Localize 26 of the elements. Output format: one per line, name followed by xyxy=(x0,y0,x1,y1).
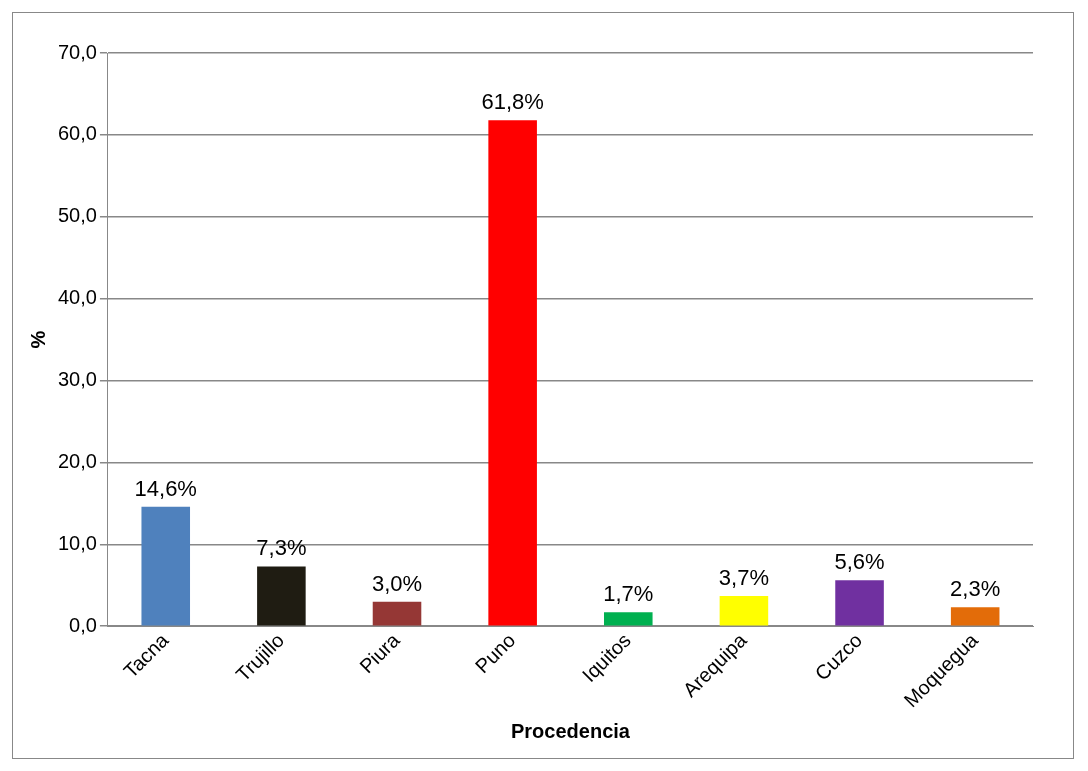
y-tick-label: 50,0 xyxy=(57,204,97,227)
bar xyxy=(488,120,537,626)
y-axis-title: % xyxy=(26,330,49,349)
y-tick-label: 70,0 xyxy=(57,40,97,63)
y-tick-label: 10,0 xyxy=(57,531,97,554)
y-tick-label: 0,0 xyxy=(69,613,97,636)
bar xyxy=(257,566,306,626)
y-tick-label: 60,0 xyxy=(57,122,97,145)
data-label: 2,3% xyxy=(950,576,1001,602)
bar xyxy=(604,612,653,626)
data-label: 14,6% xyxy=(134,475,197,501)
bar xyxy=(141,506,191,626)
y-tick-label: 40,0 xyxy=(57,286,97,309)
data-label: 3,7% xyxy=(718,564,769,590)
y-tick-label: 30,0 xyxy=(57,368,97,391)
data-label: 1,7% xyxy=(603,581,654,607)
data-label: 3,0% xyxy=(371,570,423,596)
y-tick-label: 20,0 xyxy=(57,449,97,472)
bar xyxy=(719,595,769,626)
data-label: 5,6% xyxy=(834,549,885,575)
x-axis-title: Procedencia xyxy=(510,719,631,742)
data-label: 7,3% xyxy=(256,535,307,561)
bar xyxy=(372,601,422,626)
bar xyxy=(950,607,1000,626)
bar xyxy=(835,580,884,626)
data-label: 61,8% xyxy=(481,89,544,115)
